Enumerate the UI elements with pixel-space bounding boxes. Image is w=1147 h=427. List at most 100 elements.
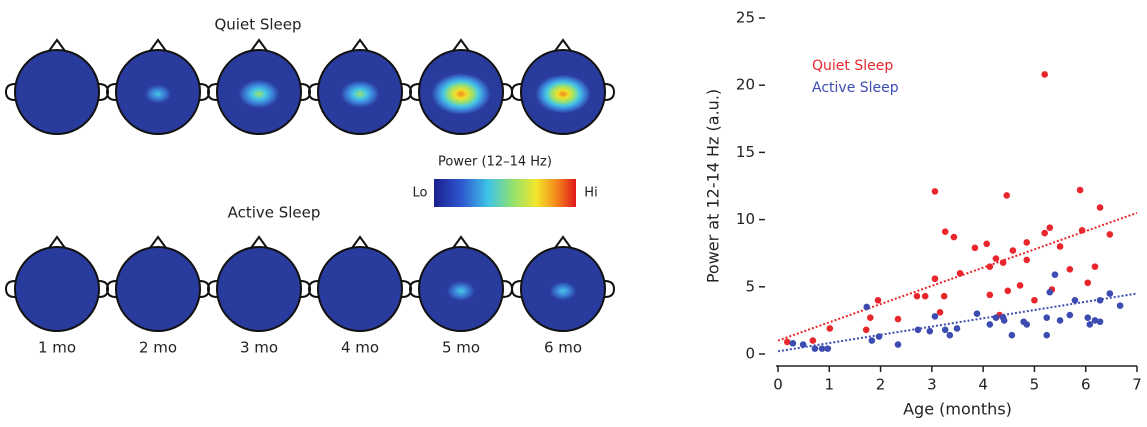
point (986, 263, 994, 270)
point (1056, 243, 1064, 250)
point (789, 339, 797, 347)
x-tick-label: 6 (1081, 376, 1091, 394)
head-ear (604, 83, 616, 101)
month-label: 4 mo (341, 339, 379, 357)
point (1086, 321, 1094, 328)
month-label: 2 mo (139, 339, 177, 357)
point (799, 341, 807, 348)
point (941, 326, 949, 334)
head-nose (48, 235, 66, 249)
head-nose (351, 38, 369, 52)
point (986, 321, 994, 328)
point (1008, 331, 1016, 339)
x-axis-label: Age (months) (903, 400, 1012, 419)
point (862, 326, 870, 334)
point (921, 292, 929, 300)
head-power (523, 66, 603, 122)
point (953, 325, 961, 332)
y-axis-label: Power at 12-14 Hz (a.u.) (704, 89, 723, 283)
point (983, 240, 991, 248)
point (1003, 192, 1011, 199)
point (1096, 204, 1104, 211)
point (1046, 288, 1054, 296)
point (1009, 247, 1017, 254)
head-nose (554, 235, 572, 249)
head-ear (307, 280, 319, 298)
x-tick-label: 3 (927, 376, 937, 394)
point (1023, 239, 1031, 246)
head-nose (149, 235, 167, 249)
head-power (523, 263, 603, 319)
scatter-plot: 0 1 2 3 4 5 6 7 0 5 10 15 20 25 Age (months) Power at 1… (704, 9, 1142, 419)
head-ear (307, 83, 319, 101)
x-tick-label: 2 (876, 376, 886, 394)
point (875, 333, 883, 340)
head-ear (510, 83, 522, 101)
point (1116, 302, 1124, 309)
x-tick-label: 4 (978, 376, 988, 394)
point (973, 310, 981, 317)
colorbar-high: Hi (584, 186, 597, 201)
head-power (17, 263, 97, 319)
head-ear (408, 83, 420, 101)
head-power (118, 66, 198, 122)
point (783, 338, 791, 346)
colorbar (434, 179, 576, 207)
point (931, 275, 939, 283)
head-nose (554, 38, 572, 52)
point (1106, 231, 1114, 238)
head-power (118, 263, 198, 319)
point (894, 315, 902, 323)
head-power (219, 66, 299, 122)
head-nose (452, 235, 470, 249)
point (826, 325, 834, 332)
point (950, 233, 958, 241)
month-label: 1 mo (38, 339, 76, 357)
point (999, 314, 1007, 322)
point (936, 309, 944, 316)
month-label: 5 mo (442, 339, 480, 357)
colorbar-low: Lo (413, 186, 428, 201)
colorbar-title: Power (12–14 Hz) (438, 155, 552, 170)
point (914, 326, 922, 334)
point (1091, 263, 1099, 270)
point (894, 341, 902, 348)
head-ear (206, 280, 218, 298)
trend-line (777, 292, 1138, 353)
point (1066, 311, 1074, 319)
point (1041, 71, 1048, 78)
point (868, 337, 876, 344)
legend-entry: Active Sleep (812, 80, 899, 96)
point (1023, 256, 1031, 264)
point (940, 292, 948, 300)
point (941, 228, 949, 235)
y-tick-label: 25 (736, 9, 755, 27)
point (1043, 314, 1051, 322)
point (1084, 279, 1092, 287)
point (1046, 224, 1054, 231)
head-power (17, 66, 97, 122)
head-power (320, 263, 400, 319)
point (811, 345, 819, 352)
topomaps: 1 mo 2 mo 3 mo 4 mo 5 mo 6 mo (4, 38, 616, 357)
head-ear (502, 83, 514, 101)
legend-entry: Quiet Sleep (812, 58, 893, 74)
head-nose (351, 235, 369, 249)
point (1066, 266, 1074, 273)
point (1016, 282, 1024, 289)
head-nose (452, 38, 470, 52)
month-label: 6 mo (544, 339, 582, 357)
head-ear (604, 280, 616, 298)
point (926, 327, 934, 335)
point (1096, 296, 1104, 304)
y-tick-label: 15 (736, 143, 755, 161)
point (931, 188, 939, 195)
head-ear (105, 83, 117, 101)
point (874, 296, 882, 304)
x-tick-label: 5 (1030, 376, 1040, 394)
x-tick-label: 0 (773, 376, 783, 394)
head-ear (4, 280, 16, 298)
point (1023, 321, 1031, 328)
head-power (421, 263, 501, 319)
month-label: 3 mo (240, 339, 278, 357)
